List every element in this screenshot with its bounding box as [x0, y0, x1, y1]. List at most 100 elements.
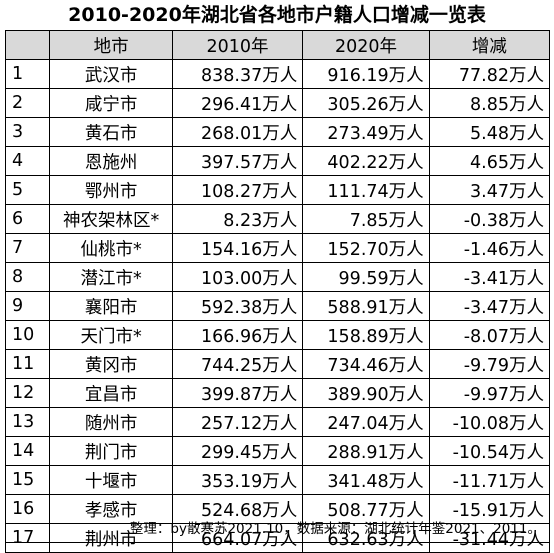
row-2010: 353.19万人: [171, 465, 304, 495]
row-2020: 111.74万人: [302, 175, 430, 205]
row-2020: 341.48万人: [302, 465, 430, 495]
table-row: 15 十堰市 353.19万人 341.48万人 -11.71万人: [4, 465, 551, 495]
table-row: 2 咸宁市 296.41万人 305.26万人 8.85万人: [4, 88, 551, 118]
table-row: 8 潜江市* 103.00万人 99.59万人 -3.41万人: [4, 262, 551, 292]
row-city: 咸宁市: [49, 88, 173, 118]
header-index: [4, 30, 51, 60]
row-change: -3.41万人: [428, 262, 551, 292]
header-2020: 2020年: [302, 30, 430, 60]
table-row: 10 天门市* 166.96万人 158.89万人 -8.07万人: [4, 320, 551, 350]
row-change: -10.08万人: [428, 407, 551, 437]
row-2020: 99.59万人: [302, 262, 430, 292]
row-2010: 299.45万人: [171, 436, 304, 466]
table-row: 3 黄石市 268.01万人 273.49万人 5.48万人: [4, 117, 551, 147]
row-2020: 916.19万人: [302, 59, 430, 89]
row-2020: 389.90万人: [302, 378, 430, 408]
row-change: 3.47万人: [428, 175, 551, 205]
row-index: 9: [4, 291, 51, 321]
header-2010: 2010年: [171, 30, 304, 60]
row-change: 77.82万人: [428, 59, 551, 89]
row-2010: 592.38万人: [171, 291, 304, 321]
row-2010: 154.16万人: [171, 233, 304, 263]
row-2020: 508.77万人: [302, 494, 430, 524]
row-2010: 399.87万人: [171, 378, 304, 408]
row-change: -10.54万人: [428, 436, 551, 466]
row-2010: 108.27万人: [171, 175, 304, 205]
row-index: 2: [4, 88, 51, 118]
row-2020: 588.91万人: [302, 291, 430, 321]
row-city: 随州市: [49, 407, 173, 437]
row-city: 潜江市*: [49, 262, 173, 292]
row-city: 襄阳市: [49, 291, 173, 321]
row-change: -8.07万人: [428, 320, 551, 350]
row-2020: 158.89万人: [302, 320, 430, 350]
table-row: 13 随州市 257.12万人 247.04万人 -10.08万人: [4, 407, 551, 437]
row-change: 8.85万人: [428, 88, 551, 118]
population-table: 地市 2010年 2020年 增减 1 武汉市 838.37万人 916.19万人 77…: [4, 30, 551, 553]
row-index: 10: [4, 320, 51, 350]
row-change: -9.97万人: [428, 378, 551, 408]
table-row: 9 襄阳市 592.38万人 588.91万人 -3.47万人: [4, 291, 551, 321]
row-2010: 296.41万人: [171, 88, 304, 118]
row-city: 天门市*: [49, 320, 173, 350]
row-index: 16: [4, 494, 51, 524]
row-index: 1: [4, 59, 51, 89]
row-2020: 273.49万人: [302, 117, 430, 147]
row-2020: 305.26万人: [302, 88, 430, 118]
row-city: 孝感市: [49, 494, 173, 524]
row-2010: 838.37万人: [171, 59, 304, 89]
row-index: 5: [4, 175, 51, 205]
row-2010: 744.25万人: [171, 349, 304, 379]
row-index: 14: [4, 436, 51, 466]
row-change: -3.47万人: [428, 291, 551, 321]
row-city: 黄石市: [49, 117, 173, 147]
table-row: 14 荆门市 299.45万人 288.91万人 -10.54万人: [4, 436, 551, 466]
row-index: 11: [4, 349, 51, 379]
row-index: 7: [4, 233, 51, 263]
row-2020: 288.91万人: [302, 436, 430, 466]
row-change: 4.65万人: [428, 146, 551, 176]
row-2020: 152.70万人: [302, 233, 430, 263]
table-row: 1 武汉市 838.37万人 916.19万人 77.82万人: [4, 59, 551, 89]
table-row: 6 神农架林区* 8.23万人 7.85万人 -0.38万人: [4, 204, 551, 234]
table-row: 4 恩施州 397.57万人 402.22万人 4.65万人: [4, 146, 551, 176]
table-row: 11 黄冈市 744.25万人 734.46万人 -9.79万人: [4, 349, 551, 379]
row-2010: 8.23万人: [171, 204, 304, 234]
row-city: 仙桃市*: [49, 233, 173, 263]
row-change: -15.91万人: [428, 494, 551, 524]
row-city: 恩施州: [49, 146, 173, 176]
row-2010: 397.57万人: [171, 146, 304, 176]
table-header-row: 地市 2010年 2020年 增减: [4, 30, 551, 60]
row-index: 8: [4, 262, 51, 292]
row-index: 4: [4, 146, 51, 176]
row-city: 鄂州市: [49, 175, 173, 205]
table-row: 12 宜昌市 399.87万人 389.90万人 -9.97万人: [4, 378, 551, 408]
row-index: 6: [4, 204, 51, 234]
row-city: 武汉市: [49, 59, 173, 89]
row-city: 十堰市: [49, 465, 173, 495]
row-2020: 247.04万人: [302, 407, 430, 437]
row-2010: 103.00万人: [171, 262, 304, 292]
row-2020: 402.22万人: [302, 146, 430, 176]
header-change: 增减: [428, 30, 551, 60]
row-2020: 7.85万人: [302, 204, 430, 234]
page-title: 2010-2020年湖北省各地市户籍人口增减一览表: [68, 4, 486, 26]
source-note: 整理：by散寒苏2021.10，数据来源：湖北统计年鉴2021、2011。: [5, 516, 550, 543]
row-change: -9.79万人: [428, 349, 551, 379]
table-row: 16 孝感市 524.68万人 508.77万人 -15.91万人: [4, 494, 551, 524]
row-change: -11.71万人: [428, 465, 551, 495]
row-city: 宜昌市: [49, 378, 173, 408]
row-city: 神农架林区*: [49, 204, 173, 234]
row-index: 12: [4, 378, 51, 408]
row-change: -0.38万人: [428, 204, 551, 234]
row-change: 5.48万人: [428, 117, 551, 147]
header-city: 地市: [49, 30, 173, 60]
row-2010: 268.01万人: [171, 117, 304, 147]
row-2010: 166.96万人: [171, 320, 304, 350]
row-2010: 257.12万人: [171, 407, 304, 437]
row-city: 荆门市: [49, 436, 173, 466]
row-change: -1.46万人: [428, 233, 551, 263]
row-city: 黄冈市: [49, 349, 173, 379]
table-row: 7 仙桃市* 154.16万人 152.70万人 -1.46万人: [4, 233, 551, 263]
row-index: 15: [4, 465, 51, 495]
